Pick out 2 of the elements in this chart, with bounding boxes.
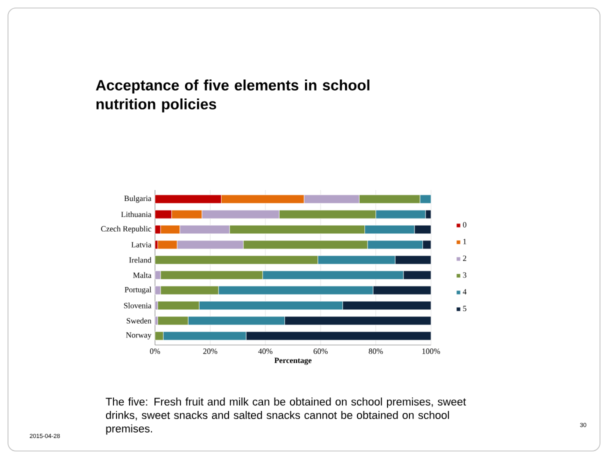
text: The five: Fresh fruit and milk can be obtained on school premises, sweet drinks, sweet snacks and salted snacks cannot be obtained on school premises. bbox=[106, 398, 466, 435]
chart-title: Acceptance of five elements in school nutrition policies bbox=[96, 80, 370, 112]
